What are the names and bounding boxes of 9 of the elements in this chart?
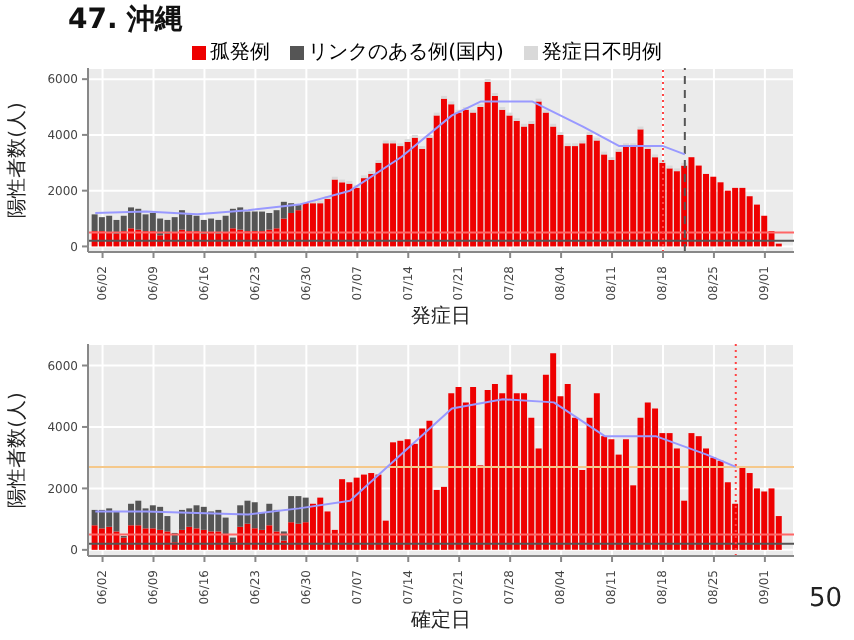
x-axis-title: 発症日 bbox=[409, 306, 473, 330]
y-axis-title: 陽性者数(人) bbox=[5, 102, 30, 218]
y-axis-title: 陽性者数(人) bbox=[5, 392, 30, 508]
legend-label: リンクのある例(国内) bbox=[308, 39, 504, 66]
legend-label: 孤発例 bbox=[210, 40, 271, 66]
x-axis-title: 確定日 bbox=[409, 610, 473, 634]
legend-label: 発症日不明例 bbox=[541, 39, 662, 66]
chart-title: 47. 沖縄 bbox=[68, 2, 184, 38]
text: 50 bbox=[808, 584, 842, 614]
